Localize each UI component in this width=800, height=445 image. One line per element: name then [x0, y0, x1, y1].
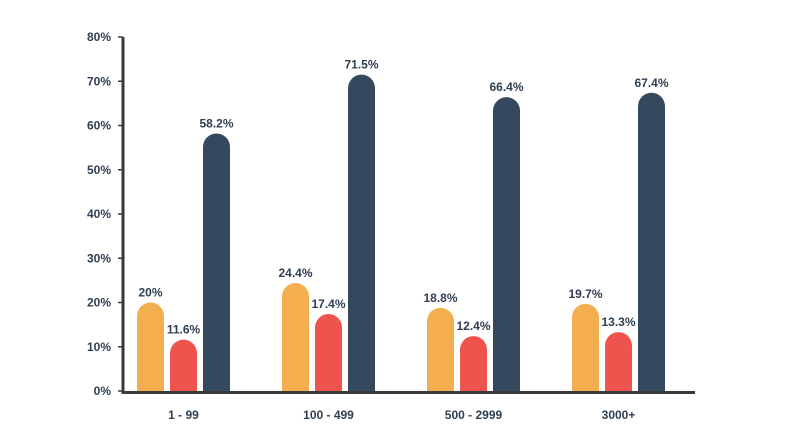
- x-axis: 1 - 99 100 - 499 500 - 2999 3000+: [121, 391, 695, 422]
- data-label: 20%: [138, 286, 162, 300]
- bar: [605, 332, 632, 391]
- data-label: 24.4%: [278, 266, 312, 280]
- bar: [203, 133, 230, 391]
- data-label: 19.7%: [568, 287, 602, 301]
- data-label: 13.3%: [601, 315, 635, 329]
- bar: [638, 92, 665, 391]
- y-tick-label: 30%: [87, 251, 111, 265]
- bar: [572, 303, 599, 391]
- data-labels: 20% 11.6% 58.2% 24.4% 17.4% 71.5% 18.8% 12.4% 66…: [138, 58, 668, 337]
- data-label: 58.2%: [199, 116, 233, 130]
- y-tick-label: 50%: [87, 163, 111, 177]
- bar: [460, 336, 487, 391]
- y-tick-label: 10%: [87, 340, 111, 354]
- data-label: 18.8%: [423, 291, 457, 305]
- bar: [348, 74, 375, 392]
- bar: [315, 314, 342, 391]
- data-label: 17.4%: [311, 297, 345, 311]
- y-tick-label: 80%: [87, 30, 111, 44]
- bars: [137, 74, 665, 392]
- bar: [137, 302, 164, 391]
- x-tick-label: 3000+: [602, 408, 636, 422]
- bar: [170, 339, 197, 391]
- y-tick-label: 60%: [87, 119, 111, 133]
- y-tick-label: 0%: [94, 384, 112, 398]
- y-axis: 0% 10% 20% 30% 40% 50% 60% 70% 80%: [87, 30, 125, 398]
- data-label: 12.4%: [456, 319, 490, 333]
- bar: [282, 283, 309, 391]
- y-tick-label: 70%: [87, 74, 111, 88]
- data-label: 67.4%: [634, 76, 668, 90]
- bar: [427, 307, 454, 391]
- x-tick-label: 1 - 99: [168, 408, 199, 422]
- data-label: 71.5%: [344, 58, 378, 72]
- y-tick-label: 40%: [87, 207, 111, 221]
- x-tick-label: 500 - 2999: [445, 408, 503, 422]
- data-label: 66.4%: [489, 80, 523, 94]
- bar: [493, 97, 520, 392]
- data-label: 11.6%: [167, 323, 201, 337]
- y-tick-label: 20%: [87, 296, 111, 310]
- x-tick-label: 100 - 499: [303, 408, 354, 422]
